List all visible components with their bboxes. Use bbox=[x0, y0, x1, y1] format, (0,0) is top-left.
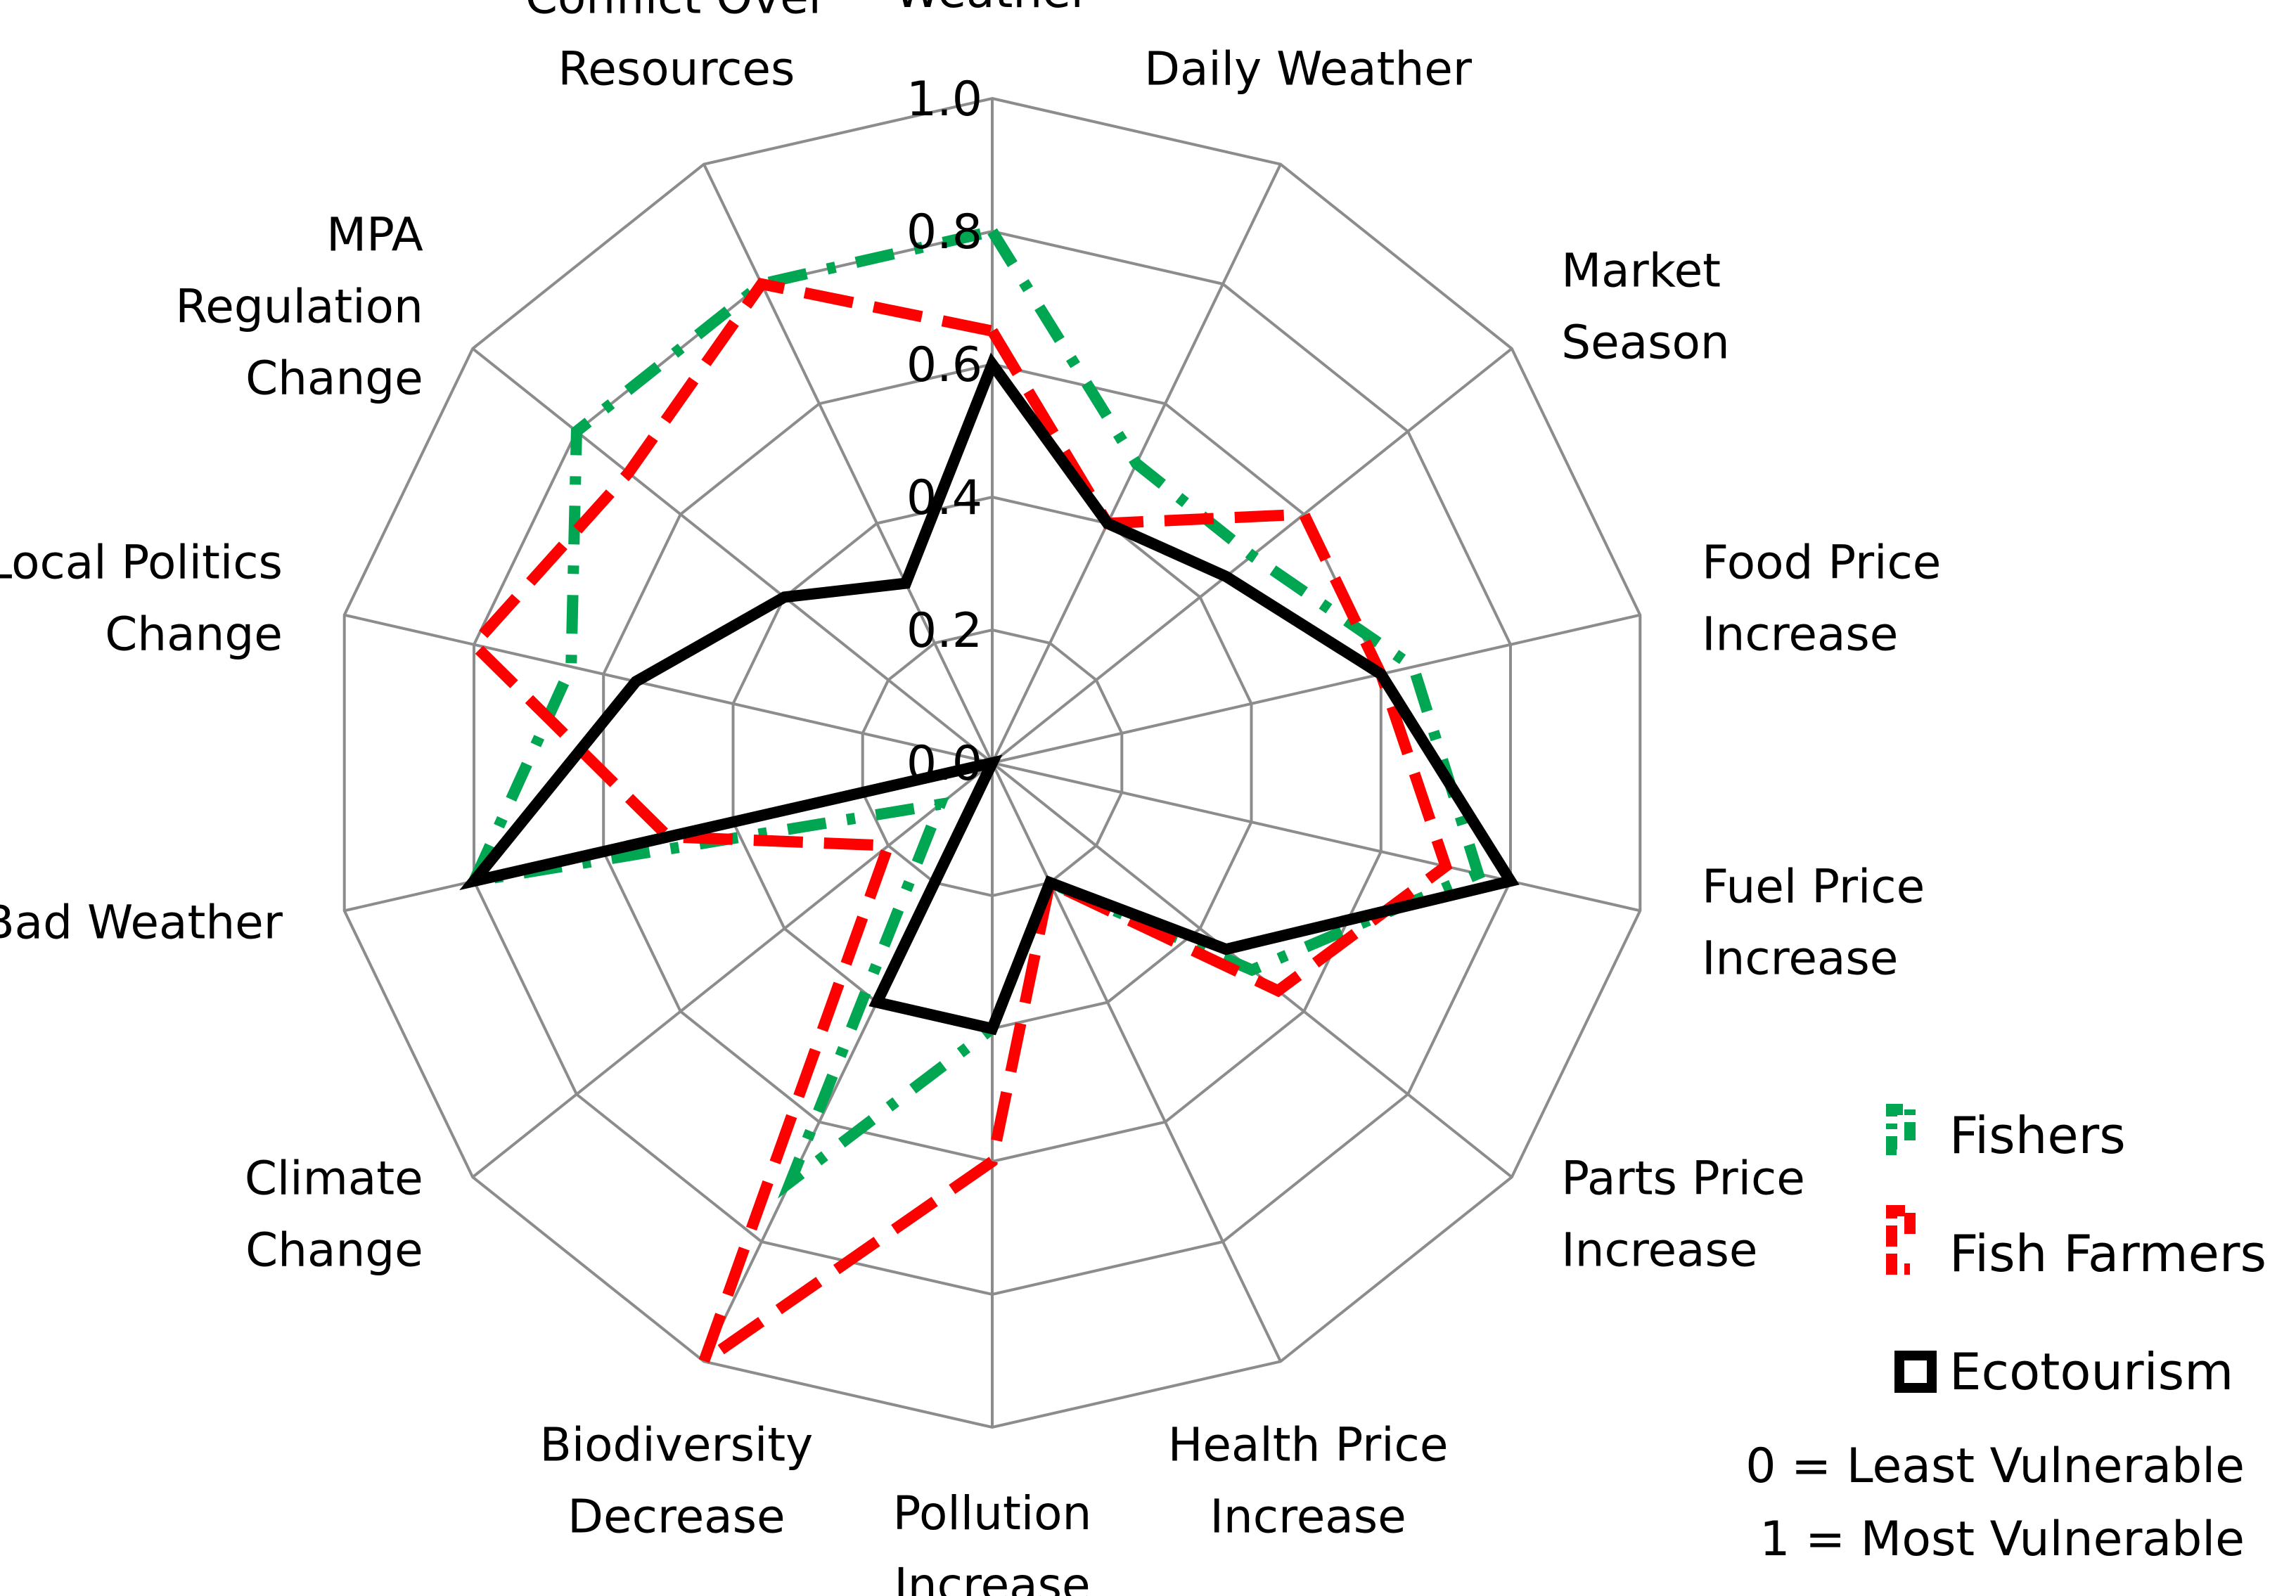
legend: Fishers Fish Farmers Ecotourism 0 = Leas… bbox=[1745, 1104, 2266, 1567]
category-label-line: Pollution bbox=[893, 1486, 1092, 1540]
category-label-line: Food Price bbox=[1702, 536, 1941, 590]
category-label: Fuel Price Increase bbox=[1702, 859, 1925, 985]
grid-spoke bbox=[471, 347, 994, 764]
category-label-line: Biodiversity bbox=[540, 1418, 814, 1472]
category-label-line: Weather bbox=[894, 0, 1091, 18]
category-label: Market Season bbox=[1561, 244, 1730, 370]
series-line-ecotourism bbox=[459, 352, 1520, 1036]
category-label-line: Increase bbox=[1702, 607, 1898, 662]
tick-label: 1.0 bbox=[906, 72, 982, 127]
grid-spoke bbox=[992, 761, 1641, 913]
category-label-line: Conflict Over bbox=[525, 0, 828, 25]
tick-label: 0.8 bbox=[906, 205, 982, 260]
legend-label-fishers: Fishers bbox=[1949, 1106, 2126, 1165]
category-label-line: Daily Weather bbox=[1144, 42, 1473, 96]
legend-label-fish-farmers: Fish Farmers bbox=[1949, 1224, 2266, 1283]
grid-spoke bbox=[991, 762, 1282, 1363]
category-label-line: Change bbox=[105, 607, 283, 662]
category-label: Conflict Over Resources bbox=[525, 0, 828, 96]
legend-swatch-ecotourism bbox=[1894, 1351, 1937, 1393]
scale-note-most: 1 = Most Vulnerable bbox=[1759, 1512, 2245, 1567]
legend-item-fish-farmers: Fish Farmers bbox=[1886, 1205, 2266, 1283]
grid-spoke bbox=[992, 613, 1641, 764]
category-label: Climate Change bbox=[245, 1151, 423, 1277]
category-label: Biodiversity Decrease bbox=[540, 1418, 814, 1544]
tick-label: 0.0 bbox=[906, 736, 982, 792]
legend-label-ecotourism: Ecotourism bbox=[1949, 1342, 2233, 1401]
category-labels: Weather Daily Weather Market Season Food Pri… bbox=[0, 0, 1941, 1596]
category-label-line: Change bbox=[245, 1223, 423, 1277]
grid-spoke bbox=[703, 163, 994, 764]
category-label: Parts Price Increase bbox=[1561, 1151, 1805, 1277]
category-label-line: Regulation bbox=[175, 280, 423, 334]
category-label-line: MPA bbox=[326, 208, 423, 262]
category-label-line: Market bbox=[1561, 244, 1721, 298]
category-label-line: Increase bbox=[1702, 931, 1898, 985]
category-label-line: Health Price bbox=[1168, 1418, 1449, 1472]
category-label: Health Price Increase bbox=[1168, 1418, 1449, 1544]
category-label-line: Increase bbox=[894, 1558, 1090, 1596]
grid-spoke bbox=[344, 613, 993, 764]
category-label: Bad Weather bbox=[0, 895, 283, 949]
grid-spoke bbox=[471, 761, 994, 1178]
category-label-line: Local Politics bbox=[0, 536, 283, 590]
category-label-line: Bad Weather bbox=[0, 895, 283, 949]
category-label: MPA Regulation Change bbox=[175, 208, 423, 406]
category-label-line: Resources bbox=[558, 42, 795, 96]
legend-swatch-fish-farmers bbox=[1886, 1205, 1916, 1275]
category-label: Food Price Increase bbox=[1702, 536, 1941, 662]
category-label-line: Climate bbox=[245, 1151, 423, 1205]
legend-item-ecotourism: Ecotourism bbox=[1894, 1342, 2233, 1401]
scale-note-least: 0 = Least Vulnerable bbox=[1745, 1439, 2245, 1494]
series-line-fish-farmers bbox=[466, 278, 1453, 1377]
tick-label: 0.2 bbox=[906, 603, 982, 659]
category-label-line: Increase bbox=[1210, 1490, 1406, 1544]
category-label-line: Parts Price bbox=[1561, 1151, 1805, 1205]
radial-tick-labels: 0.0 0.2 0.4 0.6 0.8 1.0 bbox=[906, 72, 982, 792]
category-label-line: Decrease bbox=[567, 1490, 785, 1544]
category-label-line: Change bbox=[245, 352, 423, 406]
category-label-line: Fuel Price bbox=[1702, 859, 1925, 913]
category-label: Local Politics Change bbox=[0, 536, 283, 662]
category-label: Pollution Increase bbox=[893, 1486, 1092, 1596]
tick-label: 0.4 bbox=[906, 470, 982, 526]
category-label: Daily Weather bbox=[1144, 42, 1473, 96]
radar-grid bbox=[342, 96, 1642, 1429]
radar-series bbox=[459, 224, 1520, 1377]
tick-label: 0.6 bbox=[906, 337, 982, 393]
category-label: Weather bbox=[894, 0, 1091, 18]
legend-swatch-fishers bbox=[1886, 1104, 1916, 1155]
category-label-line: Season bbox=[1561, 316, 1730, 370]
legend-item-fishers: Fishers bbox=[1886, 1104, 2126, 1165]
category-label-line: Increase bbox=[1561, 1223, 1757, 1277]
